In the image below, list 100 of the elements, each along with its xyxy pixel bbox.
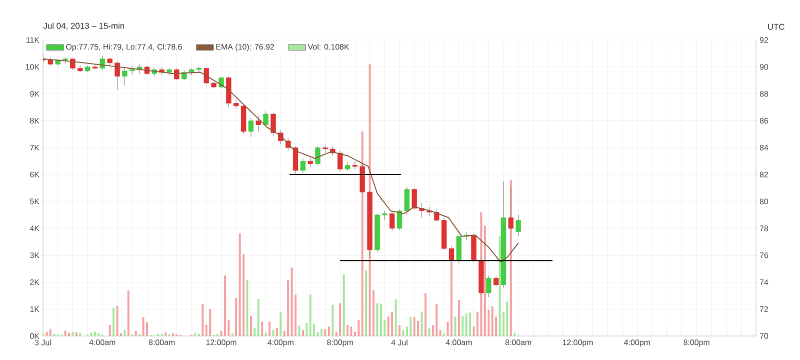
bar xyxy=(79,333,82,336)
bar xyxy=(428,328,430,336)
bar xyxy=(235,298,238,336)
bar xyxy=(127,290,130,336)
bar xyxy=(402,330,404,336)
bar xyxy=(342,274,345,336)
bar xyxy=(469,312,472,336)
candlestick xyxy=(270,112,276,136)
bar xyxy=(268,321,271,336)
bar xyxy=(350,326,352,336)
candlestick xyxy=(389,210,395,232)
candlestick xyxy=(92,64,98,70)
bar xyxy=(439,330,442,336)
bar xyxy=(443,333,446,336)
bar xyxy=(98,333,100,336)
bar xyxy=(358,320,360,336)
bar xyxy=(134,330,137,336)
bar xyxy=(365,270,368,336)
bar xyxy=(394,299,397,336)
candlestick xyxy=(174,68,180,81)
bar xyxy=(254,328,256,336)
bar xyxy=(94,332,96,336)
bar xyxy=(316,332,319,336)
bar xyxy=(309,294,312,336)
bar xyxy=(302,330,304,336)
bar xyxy=(506,302,508,336)
bar xyxy=(172,333,174,336)
candlestick xyxy=(508,186,514,230)
candlestick xyxy=(263,111,268,128)
candlestick xyxy=(486,275,492,298)
bar xyxy=(413,317,416,336)
candlestick xyxy=(412,188,417,210)
bar xyxy=(346,324,349,336)
bar xyxy=(250,316,252,336)
bar xyxy=(46,332,48,336)
candlestick xyxy=(493,275,499,287)
bar xyxy=(320,329,323,336)
bar xyxy=(276,328,278,336)
bar xyxy=(398,324,401,336)
text: UTC xyxy=(768,24,784,30)
bar xyxy=(164,332,167,336)
bar xyxy=(142,317,144,336)
bar xyxy=(410,317,412,336)
candlestick xyxy=(337,150,343,172)
bar xyxy=(238,233,241,336)
bar xyxy=(458,300,460,336)
bar xyxy=(112,307,115,336)
bar xyxy=(90,332,92,336)
bar xyxy=(72,332,74,336)
bar xyxy=(306,323,308,336)
bar xyxy=(280,312,282,336)
candlestick xyxy=(300,158,306,174)
candlestick xyxy=(315,146,320,166)
bar xyxy=(491,306,494,336)
candlestick xyxy=(122,68,128,86)
bar xyxy=(202,304,204,336)
bar xyxy=(246,280,248,336)
candlestick xyxy=(426,206,432,217)
bar xyxy=(420,312,423,336)
bar xyxy=(75,332,78,336)
bar xyxy=(391,312,394,336)
bar xyxy=(514,333,516,336)
bar xyxy=(332,304,334,336)
bar xyxy=(328,326,330,336)
bar xyxy=(64,330,66,336)
candlestick xyxy=(114,61,120,90)
bar xyxy=(209,309,212,336)
bar xyxy=(287,280,290,336)
bar xyxy=(376,303,378,336)
bar xyxy=(124,330,126,336)
line-series xyxy=(43,58,519,262)
bar xyxy=(324,329,326,336)
bar xyxy=(290,268,293,336)
bar xyxy=(484,226,486,336)
candlestick xyxy=(204,68,209,85)
bar xyxy=(462,316,464,336)
bar xyxy=(116,306,118,336)
bar xyxy=(49,329,52,336)
candlestick xyxy=(516,214,521,237)
chart-subtitle: Jul 04, 2013 – 15-min xyxy=(43,22,124,30)
bar xyxy=(436,304,438,336)
candlestick xyxy=(130,65,135,76)
bar xyxy=(257,298,260,336)
bar xyxy=(380,304,382,336)
bar xyxy=(298,326,300,336)
bar xyxy=(261,321,264,336)
candlestick xyxy=(256,115,261,132)
bar xyxy=(231,333,234,336)
bar xyxy=(68,332,70,336)
bar xyxy=(417,320,420,336)
bar xyxy=(272,330,274,336)
bar xyxy=(194,333,196,336)
bar xyxy=(465,313,468,336)
candlestick xyxy=(352,160,358,170)
candlestick xyxy=(382,210,388,221)
bar xyxy=(224,275,226,336)
bar xyxy=(424,293,427,336)
candlestick xyxy=(100,56,106,70)
bar xyxy=(108,324,111,336)
bar xyxy=(264,332,267,336)
